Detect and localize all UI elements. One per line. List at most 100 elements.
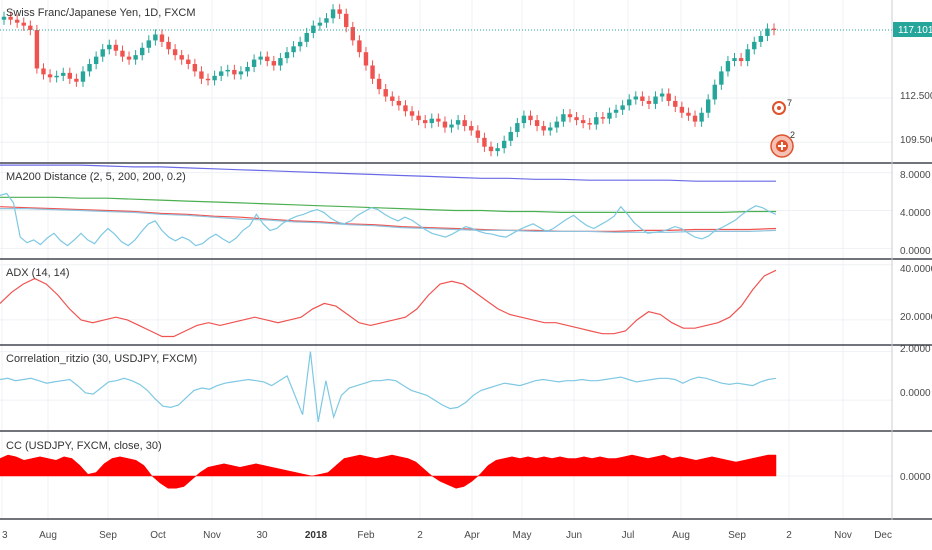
candle-body <box>580 120 586 124</box>
ma200-series-line-0 <box>0 164 776 182</box>
candle-body <box>284 52 290 59</box>
candle-body <box>469 126 474 131</box>
candle-body <box>679 106 685 113</box>
candle-body <box>488 146 494 152</box>
candle-body <box>673 100 678 107</box>
xtick-label: Dec <box>874 530 892 541</box>
candle-body <box>278 58 283 66</box>
xtick-label: 2 <box>417 530 423 541</box>
candle-body <box>344 13 349 28</box>
candle-body <box>403 105 408 112</box>
price-ytick-109500: 109.500 <box>900 135 932 146</box>
candle-body <box>653 96 658 104</box>
candle-body <box>251 59 257 67</box>
candle-body <box>561 114 566 122</box>
candle-body <box>475 130 481 138</box>
candle-body <box>370 65 375 79</box>
xtick-label: Sep <box>99 530 117 541</box>
event-markers[interactable]: 7 2 <box>770 98 795 158</box>
candle-body <box>304 33 309 42</box>
candle-body <box>376 78 382 90</box>
candle-body <box>699 112 704 122</box>
ma200-series-line-4 <box>0 192 777 247</box>
candle-body <box>600 117 606 119</box>
adx-series-line-0 <box>0 269 777 338</box>
candle-body <box>613 109 619 113</box>
candle-body <box>100 49 105 57</box>
candle-body <box>107 44 112 50</box>
candle-body <box>482 137 487 147</box>
candle-body <box>508 131 513 141</box>
ma200-panel-title: MA200 Distance (2, 5, 200, 200, 0.2) <box>6 171 186 183</box>
candle-body <box>225 69 230 72</box>
candle-body <box>166 41 171 50</box>
candle-body <box>686 112 691 116</box>
adx-panel-title: ADX (14, 14) <box>6 267 70 279</box>
candle-body <box>462 120 467 127</box>
swiss-cross-icon <box>778 142 786 150</box>
candle-body <box>738 58 744 62</box>
price-ytick-112500: 112.500 <box>900 91 932 102</box>
candle-body <box>659 93 665 97</box>
candle-body <box>34 30 40 69</box>
candle-body <box>627 99 632 106</box>
earnings-marker-icon[interactable] <box>772 101 786 115</box>
ma200-series-line-2 <box>0 206 777 232</box>
candle-body <box>442 121 448 128</box>
candle-body <box>436 118 441 122</box>
candle-body <box>390 96 395 101</box>
event-count-2: 2 <box>790 130 795 140</box>
candle-body <box>120 50 125 57</box>
candle-body <box>245 66 250 72</box>
candle-body <box>87 64 92 72</box>
xtick-label: Feb <box>357 530 375 541</box>
candle-body <box>218 71 224 76</box>
candle-body <box>337 9 342 14</box>
candle-body <box>113 44 119 51</box>
candle-body <box>93 56 99 65</box>
candle-body <box>771 28 777 31</box>
cc-area <box>0 454 777 489</box>
candle-body <box>61 72 66 76</box>
xtick-label: May <box>513 530 532 541</box>
candle-body <box>192 64 198 72</box>
candle-body <box>47 74 53 78</box>
xtick-label: Aug <box>39 530 57 541</box>
ma200-series-line-1 <box>0 196 776 213</box>
chart-panes <box>0 4 892 489</box>
correlation-panel-title: Correlation_ritzio (30, USDJPY, FXCM) <box>6 353 197 365</box>
candle-body <box>567 114 573 118</box>
candle-body <box>317 22 323 26</box>
candle-body <box>725 61 731 72</box>
candle-body <box>80 71 86 82</box>
adx-ytick-20: 20.0000 <box>900 312 932 323</box>
candle-body <box>515 123 520 132</box>
candle-body <box>67 72 73 79</box>
candle-body <box>620 105 625 110</box>
ma200-ytick-0: 0.0000 <box>900 246 931 257</box>
candle-body <box>745 49 750 62</box>
candle-body <box>179 55 184 60</box>
candle-body <box>765 28 770 36</box>
time-axis[interactable]: 3 Aug Sep Oct Nov 30 2018 Feb 2 Apr May Jun Jul Aug Se… <box>2 530 892 541</box>
correlation-ytick-0: 0.0000 <box>900 388 931 399</box>
candle-body <box>271 61 277 66</box>
ma200-ytick-4: 4.0000 <box>900 208 931 219</box>
candle-body <box>232 69 237 75</box>
candle-body <box>14 19 20 23</box>
candle-body <box>212 75 217 81</box>
candle-body <box>1 16 7 20</box>
candle-body <box>534 120 540 127</box>
candle-body <box>574 117 579 121</box>
candle-body <box>126 56 132 60</box>
candle-body <box>705 99 711 113</box>
adx-ytick-40: 40.0000 <box>900 264 932 275</box>
candle-body <box>41 68 46 75</box>
candle-body <box>719 71 724 85</box>
candle-body <box>330 9 336 19</box>
candle-body <box>501 140 507 149</box>
candle-body <box>666 93 671 101</box>
candle-body <box>146 40 151 48</box>
candle-body <box>521 115 527 124</box>
